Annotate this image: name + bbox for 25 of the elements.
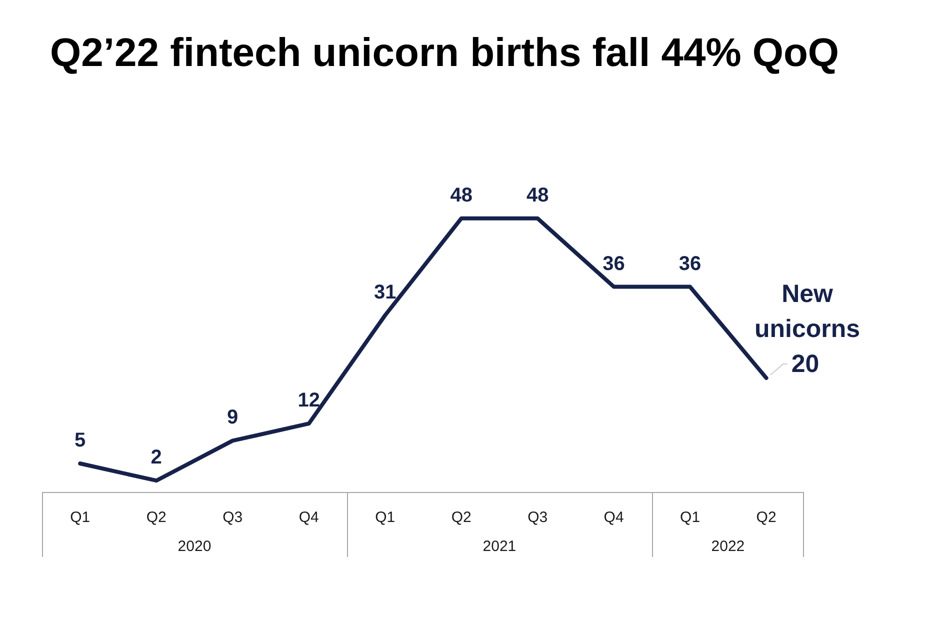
data-label: 5 [74, 430, 86, 452]
x-tick-label: Q2 [146, 509, 166, 526]
data-label: 48 [450, 184, 472, 206]
x-tick-label: Q4 [604, 509, 624, 526]
text: 2021 [482, 538, 516, 556]
data-label: 20 [791, 350, 820, 378]
data-label: 36 [678, 252, 702, 275]
text: 2020 [178, 538, 212, 556]
x-tick-label: Q1 [375, 509, 396, 526]
x-tick-label: Q4 [298, 509, 319, 526]
data-label: 48 [526, 184, 549, 206]
x-tick-label: Q2 [451, 509, 472, 526]
x-tick-label: Q3 [528, 509, 548, 526]
x-tick-label: Q2 [756, 509, 776, 526]
data-label: 2 [150, 446, 162, 469]
x-tick-label: Q1 [70, 509, 90, 526]
data-label: 31 [374, 281, 396, 304]
x-tick-label: Q3 [222, 509, 243, 526]
data-label: 12 [298, 390, 320, 412]
chart-title: Q2’22 fintech unicorn births fall 44% QoQ [50, 31, 840, 75]
data-label: 9 [227, 406, 238, 429]
data-label: 36 [602, 252, 625, 275]
series-label: New unicorns [754, 280, 860, 343]
x-tick-label: Q1 [680, 509, 700, 526]
text: 2022 [711, 538, 745, 556]
